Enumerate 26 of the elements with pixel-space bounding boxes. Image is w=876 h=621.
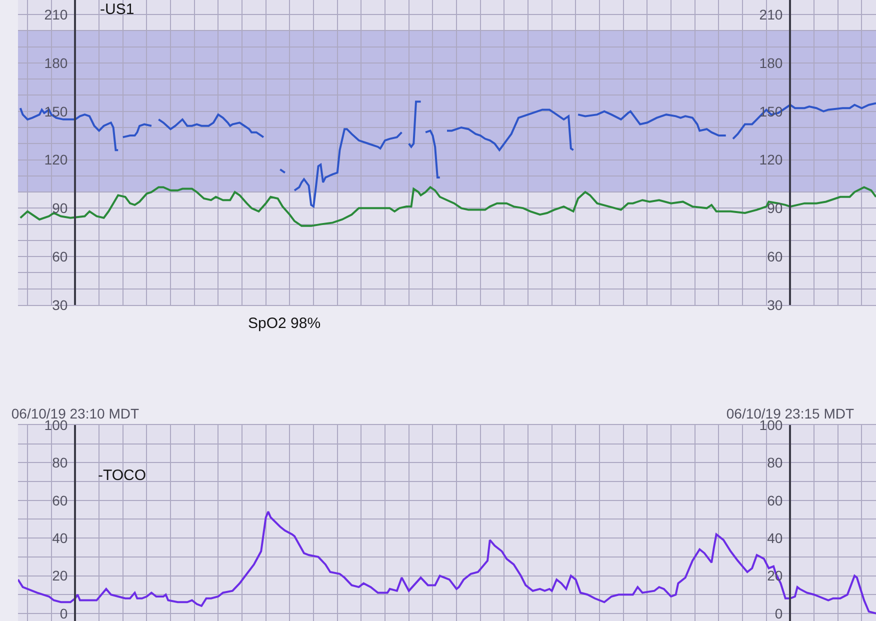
y2-tick-label: 120 bbox=[759, 152, 783, 168]
annotation: -US1 bbox=[100, 1, 134, 18]
y2-tick-label: 40 bbox=[767, 530, 783, 546]
y-tick-label: 60 bbox=[52, 492, 68, 508]
y-tick-label: 210 bbox=[44, 6, 68, 22]
y2-tick-label: 90 bbox=[767, 200, 783, 216]
y2-tick-label: 60 bbox=[767, 492, 783, 508]
x-tick-label: 06/10/19 23:15 MDT bbox=[726, 405, 854, 422]
y-tick-label: 80 bbox=[52, 454, 68, 471]
y2-tick-label: 0 bbox=[774, 605, 783, 621]
y-tick-label: 40 bbox=[52, 530, 68, 546]
y-tick-label: 20 bbox=[52, 568, 68, 584]
y2-tick-label: 180 bbox=[759, 54, 783, 71]
y-tick-label: 120 bbox=[44, 152, 68, 168]
annotation: -TOCO bbox=[98, 467, 146, 484]
y-tick-label: 0 bbox=[60, 605, 68, 621]
y-tick-label: 90 bbox=[52, 200, 68, 216]
y2-tick-label: 80 bbox=[767, 454, 783, 471]
y2-tick-label: 210 bbox=[759, 6, 783, 22]
text: SpO2 98% bbox=[248, 315, 321, 332]
y-tick-label: 30 bbox=[52, 296, 68, 313]
y-tick-label: 180 bbox=[44, 54, 68, 71]
y2-tick-label: 60 bbox=[767, 248, 783, 264]
x-tick-label: 06/10/19 23:10 MDT bbox=[11, 405, 140, 422]
y-tick-label: 60 bbox=[52, 248, 68, 264]
y2-tick-label: 30 bbox=[767, 296, 783, 313]
